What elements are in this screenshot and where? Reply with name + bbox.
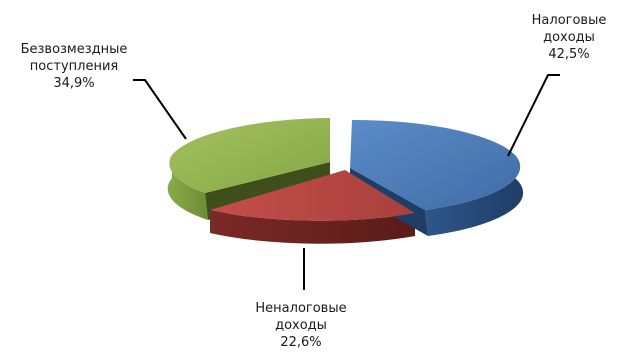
slice-tops [169,118,521,221]
leader-lines [133,74,560,290]
slice-tax-side [425,155,524,236]
label-nontax-line2: доходы [275,318,327,333]
label-tax: Налоговые доходы 42,5% [514,12,624,63]
label-tax-line2: доходы [543,30,595,45]
label-grants-line1: Безвозмездные [20,42,128,57]
leader-line-grants [133,79,187,140]
label-nontax: Неналоговые доходы 22,6% [236,300,366,351]
slice-nontax-top [210,170,415,221]
slice-nontax-side [210,210,415,244]
label-grants-line2: поступления [29,59,119,74]
label-grants-value: 34,9% [53,76,95,91]
label-grants: Безвозмездные поступления 34,9% [0,41,148,92]
label-tax-value: 42,5% [548,47,590,62]
label-nontax-line1: Неналоговые [255,301,347,316]
label-tax-line1: Налоговые [531,13,607,28]
slice-tax-top [350,119,521,210]
leader-line-tax [507,74,560,157]
label-nontax-value: 22,6% [280,335,322,350]
slice-grants-top [169,118,330,193]
slice-grants-side [167,155,208,220]
